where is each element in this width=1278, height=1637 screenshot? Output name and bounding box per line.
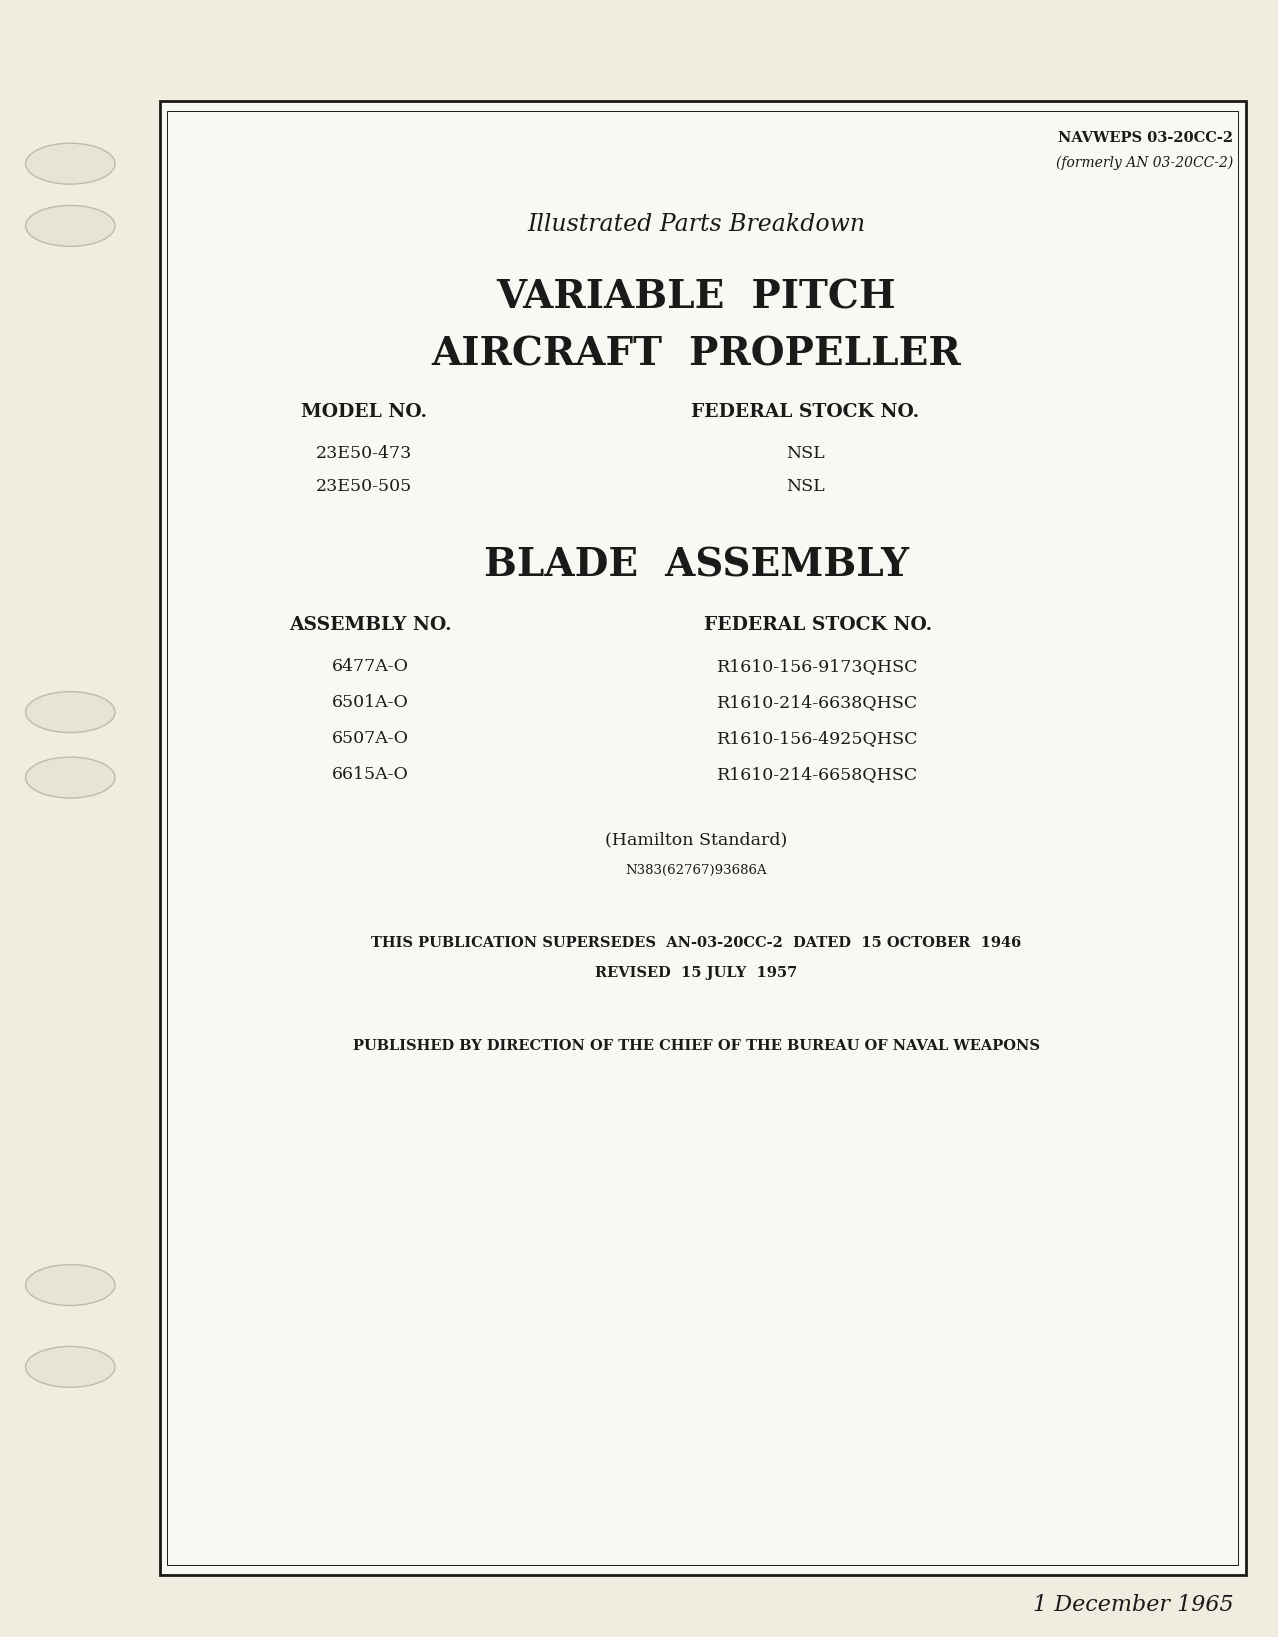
Ellipse shape (26, 756, 115, 797)
Text: REVISED  15 JULY  1957: REVISED 15 JULY 1957 (596, 966, 797, 981)
Text: FEDERAL STOCK NO.: FEDERAL STOCK NO. (691, 403, 919, 421)
Text: 23E50-505: 23E50-505 (316, 478, 413, 494)
Ellipse shape (26, 1346, 115, 1387)
Text: R1610-156-4925QHSC: R1610-156-4925QHSC (717, 730, 919, 746)
Ellipse shape (26, 1264, 115, 1306)
Text: MODEL NO.: MODEL NO. (302, 403, 427, 421)
Ellipse shape (26, 142, 115, 185)
Text: 1 December 1965: 1 December 1965 (1033, 1594, 1233, 1616)
Text: VARIABLE  PITCH: VARIABLE PITCH (497, 278, 896, 316)
Text: PUBLISHED BY DIRECTION OF THE CHIEF OF THE BUREAU OF NAVAL WEAPONS: PUBLISHED BY DIRECTION OF THE CHIEF OF T… (353, 1039, 1040, 1054)
Text: 6477A-O: 6477A-O (332, 658, 409, 674)
Text: NAVWEPS 03-20CC-2: NAVWEPS 03-20CC-2 (1058, 131, 1233, 146)
Text: ASSEMBLY NO.: ASSEMBLY NO. (289, 616, 452, 634)
Text: BLADE  ASSEMBLY: BLADE ASSEMBLY (484, 547, 909, 584)
Text: N383(62767)93686A: N383(62767)93686A (626, 864, 767, 877)
Text: 6507A-O: 6507A-O (332, 730, 409, 746)
Bar (160, 101, 1246, 1575)
Text: R1610-156-9173QHSC: R1610-156-9173QHSC (717, 658, 919, 674)
Text: AIRCRAFT  PROPELLER: AIRCRAFT PROPELLER (432, 336, 961, 373)
Text: (formerly AN 03-20CC-2): (formerly AN 03-20CC-2) (1056, 156, 1233, 170)
Text: (Hamilton Standard): (Hamilton Standard) (606, 832, 787, 848)
Text: 23E50-473: 23E50-473 (316, 445, 413, 462)
Text: FEDERAL STOCK NO.: FEDERAL STOCK NO. (704, 616, 932, 634)
Text: 6615A-O: 6615A-O (332, 766, 409, 782)
Ellipse shape (26, 692, 115, 733)
Text: NSL: NSL (786, 445, 824, 462)
Text: THIS PUBLICATION SUPERSEDES  AN-03-20CC-2  DATED  15 OCTOBER  1946: THIS PUBLICATION SUPERSEDES AN-03-20CC-2… (372, 936, 1021, 951)
Bar (167, 111, 1238, 1565)
Text: Illustrated Parts Breakdown: Illustrated Parts Breakdown (528, 213, 865, 236)
Text: 6501A-O: 6501A-O (332, 694, 409, 710)
Ellipse shape (26, 205, 115, 247)
Text: R1610-214-6658QHSC: R1610-214-6658QHSC (717, 766, 919, 782)
Text: NSL: NSL (786, 478, 824, 494)
Text: R1610-214-6638QHSC: R1610-214-6638QHSC (717, 694, 919, 710)
